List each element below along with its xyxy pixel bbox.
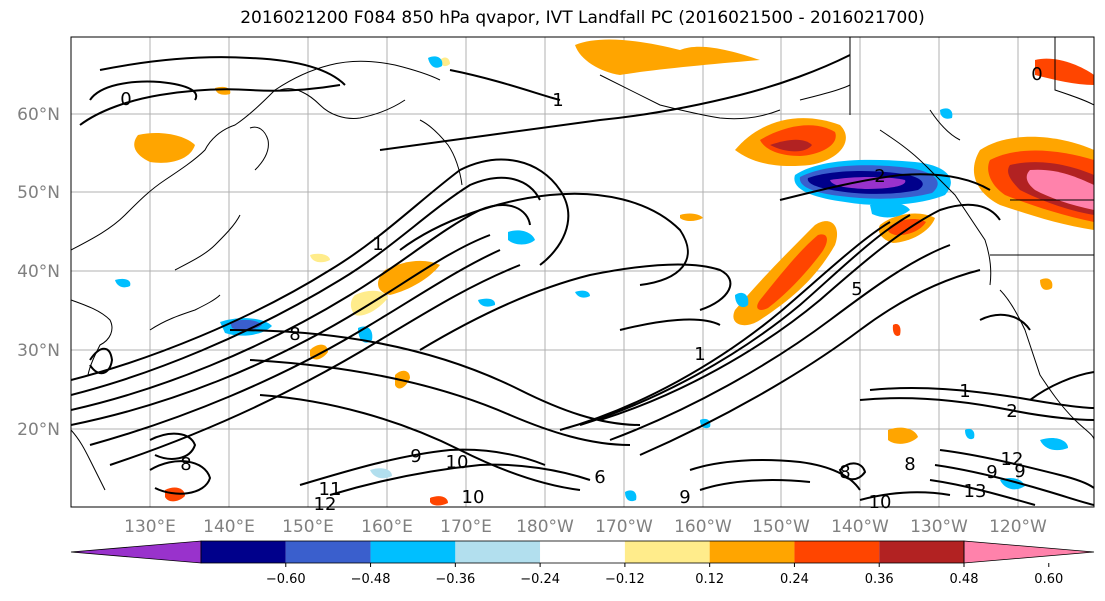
lon-label: 140°W bbox=[831, 517, 889, 537]
colorbar bbox=[70, 540, 1095, 564]
contour-label: 5 bbox=[851, 279, 862, 300]
lat-label: 50°N bbox=[17, 183, 60, 203]
map-border bbox=[70, 36, 1095, 508]
colorbar-tick-label: −0.36 bbox=[435, 572, 475, 587]
lat-label: 60°N bbox=[17, 105, 60, 125]
lat-label: 40°N bbox=[17, 262, 60, 282]
lon-label: 130°E bbox=[124, 517, 176, 537]
lon-label: 120°W bbox=[989, 517, 1047, 537]
contour-label: 11 bbox=[319, 479, 342, 500]
colorbar-tick-label: −0.12 bbox=[605, 572, 645, 587]
contour-label: 1 bbox=[372, 234, 383, 255]
latitude-labels: 60°N 50°N 40°N 30°N 20°N bbox=[17, 105, 60, 440]
colorbar-tick-label: 0.60 bbox=[1034, 572, 1063, 587]
colorbar-segment bbox=[370, 541, 456, 563]
colorbar-tick-label: 0.24 bbox=[780, 572, 809, 587]
lon-label: 170°E bbox=[440, 517, 492, 537]
colorbar-tick-label: −0.48 bbox=[351, 572, 391, 587]
map-title: 2016021200 F084 850 hPa qvapor, IVT Land… bbox=[240, 8, 925, 28]
longitude-labels: 130°E 140°E 150°E 160°E 170°E 180°W 170°W 160°W… bbox=[124, 517, 1047, 537]
colorbar-segment bbox=[879, 541, 964, 563]
contour-label: 8 bbox=[904, 454, 915, 475]
colorbar-tick-label: 0.48 bbox=[950, 572, 979, 587]
lon-label: 180°W bbox=[516, 517, 574, 537]
colorbar-segment bbox=[624, 541, 710, 563]
colorbar-tick-label: −0.24 bbox=[520, 572, 560, 587]
lat-label: 20°N bbox=[17, 420, 60, 440]
colorbar-segment bbox=[201, 541, 286, 563]
contour-label: 2 bbox=[1006, 401, 1017, 422]
contour-label: 9 bbox=[1014, 461, 1025, 482]
colorbar-outline bbox=[200, 540, 965, 564]
contour-label: 10 bbox=[462, 487, 485, 508]
contour-label: 9 bbox=[410, 446, 421, 467]
colorbar-extend-high bbox=[963, 540, 1095, 564]
colorbar-tick-label: −0.60 bbox=[266, 572, 306, 587]
colorbar-segment bbox=[540, 541, 625, 563]
colorbar-tick-labels: −0.60 −0.48 −0.36 −0.24 −0.12 0.12 0.24 0.36 0.4… bbox=[266, 563, 1063, 587]
contour-label: 0 bbox=[120, 89, 131, 110]
colorbar-extend-low bbox=[70, 540, 202, 564]
colorbar-segment bbox=[709, 541, 795, 563]
coastlines bbox=[71, 37, 1094, 491]
contour-label: 10 bbox=[446, 452, 469, 473]
colorbar-tick-label: 0.36 bbox=[865, 572, 894, 587]
colorbar-segment bbox=[455, 541, 541, 563]
contour-label: 13 bbox=[964, 481, 987, 502]
lon-label: 160°W bbox=[674, 517, 732, 537]
contour-label: 8 bbox=[289, 324, 300, 345]
lon-label: 160°E bbox=[361, 517, 413, 537]
ivt-contours bbox=[71, 54, 1094, 506]
contour-label: 1 bbox=[694, 344, 705, 365]
colorbar-segment bbox=[285, 541, 371, 563]
lon-label: 130°W bbox=[910, 517, 968, 537]
contour-label: 9 bbox=[986, 462, 997, 483]
lon-label: 140°E bbox=[203, 517, 255, 537]
contour-label: 0 bbox=[1031, 64, 1042, 85]
contour-label: 1 bbox=[552, 90, 563, 111]
contour-label: 2 bbox=[874, 166, 885, 187]
colorbar-tick-label: 0.12 bbox=[695, 572, 724, 587]
colorbar-segment bbox=[794, 541, 880, 563]
contour-label: 6 bbox=[594, 467, 605, 488]
contour-label: 12 bbox=[1001, 449, 1024, 470]
contour-label: 1 bbox=[959, 381, 970, 402]
contour-label: 12 bbox=[314, 494, 337, 515]
contour-label: 10 bbox=[869, 492, 892, 513]
negative-anomaly-patches bbox=[115, 56, 1068, 502]
contour-label: 9 bbox=[679, 487, 690, 508]
lon-label: 150°E bbox=[282, 517, 334, 537]
lon-label: 150°W bbox=[752, 517, 810, 537]
contour-label: 8 bbox=[839, 462, 850, 483]
lat-label: 30°N bbox=[17, 341, 60, 361]
lon-label: 170°W bbox=[595, 517, 653, 537]
contour-label: 8 bbox=[180, 454, 191, 475]
map-plot-area bbox=[71, 37, 1094, 507]
